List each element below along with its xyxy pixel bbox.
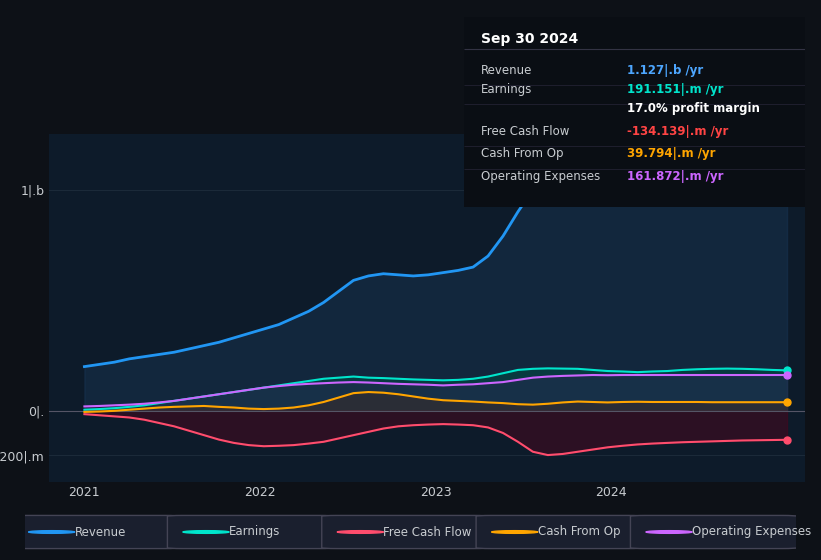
Text: Earnings: Earnings: [229, 525, 281, 539]
Text: 161.872|.m /yr: 161.872|.m /yr: [627, 170, 724, 183]
Text: Revenue: Revenue: [75, 525, 126, 539]
Text: Cash From Op: Cash From Op: [538, 525, 621, 539]
FancyBboxPatch shape: [476, 515, 643, 549]
Text: 1.127|.b /yr: 1.127|.b /yr: [627, 64, 704, 77]
Text: Free Cash Flow: Free Cash Flow: [383, 525, 472, 539]
Text: Earnings: Earnings: [481, 83, 532, 96]
Circle shape: [337, 531, 383, 533]
Text: -134.139|.m /yr: -134.139|.m /yr: [627, 124, 729, 138]
Text: Operating Expenses: Operating Expenses: [692, 525, 811, 539]
Text: 39.794|.m /yr: 39.794|.m /yr: [627, 147, 716, 160]
Circle shape: [492, 531, 538, 533]
Circle shape: [646, 531, 692, 533]
FancyBboxPatch shape: [167, 515, 334, 549]
Text: Sep 30 2024: Sep 30 2024: [481, 32, 578, 46]
Circle shape: [29, 531, 75, 533]
Text: Operating Expenses: Operating Expenses: [481, 170, 600, 183]
Text: 191.151|.m /yr: 191.151|.m /yr: [627, 83, 724, 96]
FancyBboxPatch shape: [322, 515, 488, 549]
FancyBboxPatch shape: [13, 515, 180, 549]
Text: Free Cash Flow: Free Cash Flow: [481, 124, 569, 138]
Text: Cash From Op: Cash From Op: [481, 147, 563, 160]
Text: 17.0% profit margin: 17.0% profit margin: [627, 102, 760, 115]
Circle shape: [183, 531, 229, 533]
Text: Revenue: Revenue: [481, 64, 532, 77]
FancyBboxPatch shape: [631, 515, 797, 549]
